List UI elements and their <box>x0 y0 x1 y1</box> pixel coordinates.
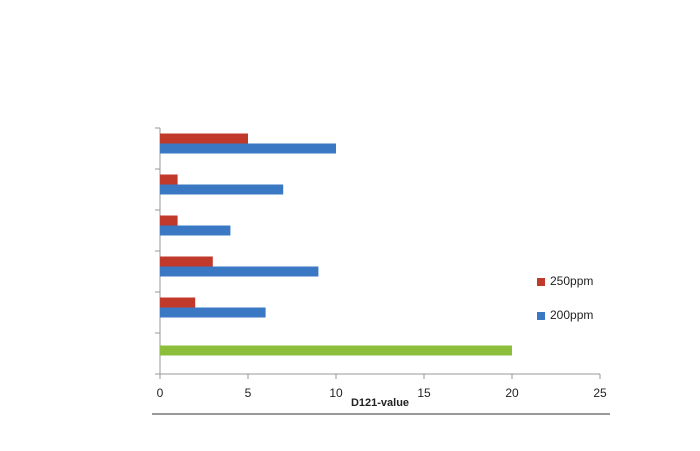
bar <box>160 297 196 308</box>
legend-swatch <box>537 278 545 286</box>
legend-label: 250ppm <box>550 274 593 288</box>
x-tick-label: 15 <box>417 386 431 400</box>
x-tick-label: 20 <box>505 386 519 400</box>
bar <box>160 143 336 154</box>
bar <box>160 266 319 277</box>
x-tick-label: 0 <box>157 386 164 400</box>
bar <box>160 133 248 144</box>
x-tick-label: 5 <box>245 386 252 400</box>
bar <box>160 345 512 356</box>
legend-swatch <box>537 312 545 320</box>
x-axis-label: D121-value <box>351 397 409 409</box>
bar <box>160 215 178 226</box>
bar <box>160 256 213 267</box>
bar <box>160 225 231 236</box>
bar <box>160 307 266 318</box>
bar <box>160 174 178 185</box>
legend-label: 200ppm <box>550 308 593 322</box>
bar <box>160 184 284 195</box>
x-tick-label: 10 <box>329 386 343 400</box>
x-tick-label: 25 <box>593 386 607 400</box>
